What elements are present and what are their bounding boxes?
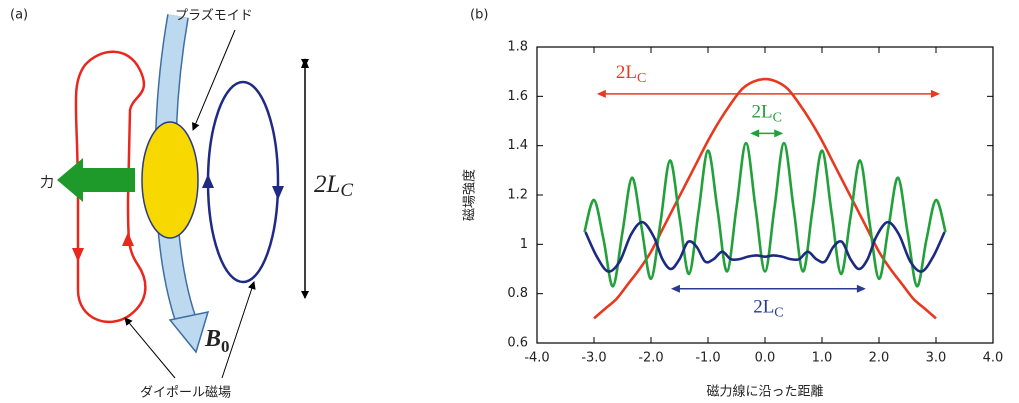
y-tick-label: 1.8 bbox=[507, 40, 528, 55]
y-tick-label: 1.6 bbox=[507, 89, 528, 104]
plasmoid-label: プラズモイド bbox=[175, 8, 253, 24]
panel-b: (b) 磁力線に沿った距離 磁場強度 -4.0 -3.0 -2.0 -1.0 0.0 1.… bbox=[462, 8, 1004, 400]
force-label: 力 bbox=[40, 175, 54, 191]
arrowhead bbox=[301, 58, 309, 68]
panel-a: (a) 2LC B0 プラズモイド 力 ダイポール磁場 bbox=[10, 8, 353, 401]
arrowhead bbox=[857, 285, 866, 293]
line-series bbox=[585, 222, 944, 271]
arrowhead bbox=[597, 90, 606, 98]
arrowhead bbox=[671, 285, 680, 293]
x-axis-label: 磁力線に沿った距離 bbox=[706, 384, 823, 400]
length-label: 2LC bbox=[314, 171, 353, 202]
arrowhead bbox=[774, 129, 783, 137]
y-axis-label: 磁場強度 bbox=[462, 169, 478, 221]
y-tick-label: 0.6 bbox=[507, 336, 528, 351]
field-label: B0 bbox=[204, 326, 230, 356]
x-tick-label: -3.0 bbox=[581, 351, 606, 366]
y-tick-label: 1 bbox=[520, 237, 528, 252]
span-label: 2LC bbox=[751, 102, 781, 126]
leader bbox=[193, 30, 235, 130]
line-series bbox=[584, 143, 945, 286]
arrowhead bbox=[122, 232, 134, 246]
x-tick-label: -2.0 bbox=[638, 351, 663, 366]
arrowhead bbox=[202, 174, 214, 188]
arrowhead bbox=[72, 248, 84, 262]
span-label-text: 2L bbox=[751, 102, 772, 123]
span-label-text: 2L bbox=[616, 62, 637, 83]
leader bbox=[125, 318, 175, 378]
plasmoid bbox=[142, 122, 198, 238]
panel-label: (a) bbox=[10, 8, 28, 23]
x-tick-label: 0.0 bbox=[755, 351, 776, 366]
field-sub: 0 bbox=[221, 337, 230, 356]
x-tick-label: 4.0 bbox=[983, 351, 1004, 366]
x-tick-label: -1.0 bbox=[695, 351, 720, 366]
span-label-sub: C bbox=[637, 71, 646, 86]
length-text: 2L bbox=[314, 171, 340, 198]
field-text: B bbox=[204, 326, 221, 352]
y-tick-label: 1.4 bbox=[507, 138, 528, 153]
x-tick-label: 1.0 bbox=[812, 351, 833, 366]
length-sub: C bbox=[340, 180, 353, 201]
arrowhead bbox=[750, 129, 759, 137]
span-label: 2LC bbox=[753, 297, 783, 321]
panel-label: (b) bbox=[470, 8, 488, 23]
span-label-sub: C bbox=[773, 111, 782, 126]
arrowhead bbox=[272, 186, 284, 200]
y-tick-label: 1.2 bbox=[507, 188, 528, 203]
x-tick-label: 3.0 bbox=[926, 351, 947, 366]
y-tick-label: 0.8 bbox=[507, 286, 528, 301]
dipole-loop bbox=[208, 82, 278, 282]
x-tick-label: 2.0 bbox=[869, 351, 890, 366]
span-label-sub: C bbox=[774, 306, 783, 321]
span-label: 2LC bbox=[616, 62, 646, 86]
arrowhead bbox=[931, 90, 940, 98]
x-tick-label: -4.0 bbox=[524, 351, 549, 366]
figure: (a) 2LC B0 プラズモイド 力 ダイポール磁場 (b) 磁力線に沿った距… bbox=[0, 0, 1019, 403]
force-arrow bbox=[57, 158, 135, 202]
dipole-label: ダイポール磁場 bbox=[140, 386, 231, 401]
leader bbox=[222, 282, 254, 378]
span-label-text: 2L bbox=[753, 297, 774, 318]
